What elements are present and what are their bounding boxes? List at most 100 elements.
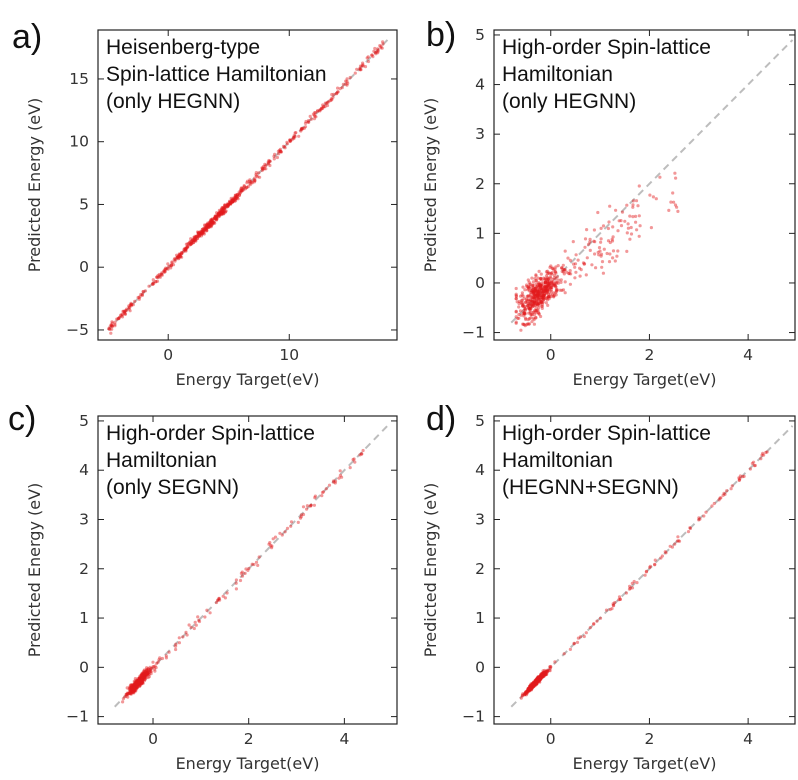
y-tick-label: 0: [79, 258, 89, 276]
data-point: [160, 656, 164, 661]
data-point: [235, 193, 239, 197]
data-point: [238, 191, 242, 195]
data-point: [542, 670, 546, 675]
data-point: [126, 691, 130, 696]
data-point: [551, 280, 555, 284]
data-point: [530, 683, 534, 687]
data-point: [536, 292, 540, 296]
data-point: [519, 294, 523, 298]
data-point: [146, 667, 150, 671]
data-point: [530, 303, 534, 307]
data-point: [653, 563, 657, 567]
data-point: [223, 596, 227, 600]
data-point: [540, 672, 545, 676]
data-point: [533, 286, 537, 290]
data-point: [208, 219, 212, 223]
data-point: [535, 680, 539, 684]
data-point: [528, 307, 532, 311]
data-point: [210, 220, 214, 224]
data-point: [110, 321, 114, 325]
data-point: [571, 240, 575, 244]
data-point: [534, 679, 538, 683]
data-point: [628, 237, 632, 241]
data-point: [128, 690, 132, 695]
data-point: [762, 453, 766, 457]
data-point: [738, 474, 743, 478]
data-point: [535, 679, 539, 683]
data-point: [318, 108, 322, 112]
data-point: [206, 221, 210, 225]
data-point: [220, 207, 224, 211]
data-point: [533, 288, 537, 292]
data-point: [552, 268, 556, 272]
data-point: [328, 99, 332, 103]
y-tick-label: 5: [475, 412, 485, 430]
data-point: [535, 678, 539, 682]
data-point: [135, 683, 140, 687]
data-point: [535, 292, 540, 296]
data-point: [178, 253, 182, 257]
data-point: [132, 685, 136, 689]
data-point: [360, 452, 364, 456]
data-point: [141, 672, 145, 676]
data-point: [197, 618, 201, 623]
data-point: [528, 685, 532, 689]
data-point: [542, 672, 546, 676]
data-point: [267, 158, 271, 163]
data-point: [537, 281, 541, 285]
data-point: [540, 675, 545, 680]
data-point: [136, 682, 140, 686]
data-point: [538, 676, 543, 680]
data-point: [233, 193, 237, 197]
data-point: [121, 697, 125, 701]
data-point: [196, 615, 200, 619]
data-point: [548, 284, 552, 288]
data-point: [133, 689, 137, 693]
data-point: [242, 188, 246, 192]
data-point: [541, 291, 545, 295]
data-point: [528, 289, 532, 293]
data-point: [231, 199, 235, 203]
data-point: [537, 678, 541, 682]
data-point: [341, 82, 345, 86]
data-point: [514, 321, 518, 325]
data-point: [543, 282, 547, 286]
data-point: [619, 219, 623, 223]
data-point: [539, 283, 543, 287]
data-point: [301, 505, 306, 509]
data-point: [139, 678, 143, 682]
data-point: [222, 207, 226, 211]
data-point: [358, 453, 362, 457]
data-point: [366, 55, 370, 59]
data-point: [528, 307, 533, 311]
data-point: [539, 289, 543, 293]
data-point: [151, 665, 155, 669]
data-point: [521, 692, 525, 696]
data-point: [544, 280, 548, 284]
data-point: [528, 311, 532, 315]
data-point: [533, 308, 537, 312]
data-point: [536, 675, 540, 679]
data-point: [543, 287, 547, 291]
data-point: [549, 288, 553, 292]
data-point: [177, 252, 181, 256]
data-point: [240, 188, 245, 193]
data-point: [523, 304, 527, 308]
data-point: [538, 676, 542, 680]
data-point: [120, 313, 125, 317]
data-point: [539, 290, 544, 294]
data-point: [555, 289, 559, 293]
data-point: [209, 218, 213, 222]
data-point: [206, 223, 210, 227]
data-point: [523, 288, 527, 292]
data-point: [742, 474, 746, 478]
data-point: [761, 451, 765, 455]
data-point: [154, 280, 158, 284]
data-point: [128, 691, 132, 696]
data-point: [611, 256, 615, 260]
data-point: [192, 626, 196, 631]
data-point: [277, 152, 281, 156]
panel-letter: c): [8, 400, 36, 438]
data-point: [209, 223, 213, 227]
data-point: [547, 287, 551, 292]
